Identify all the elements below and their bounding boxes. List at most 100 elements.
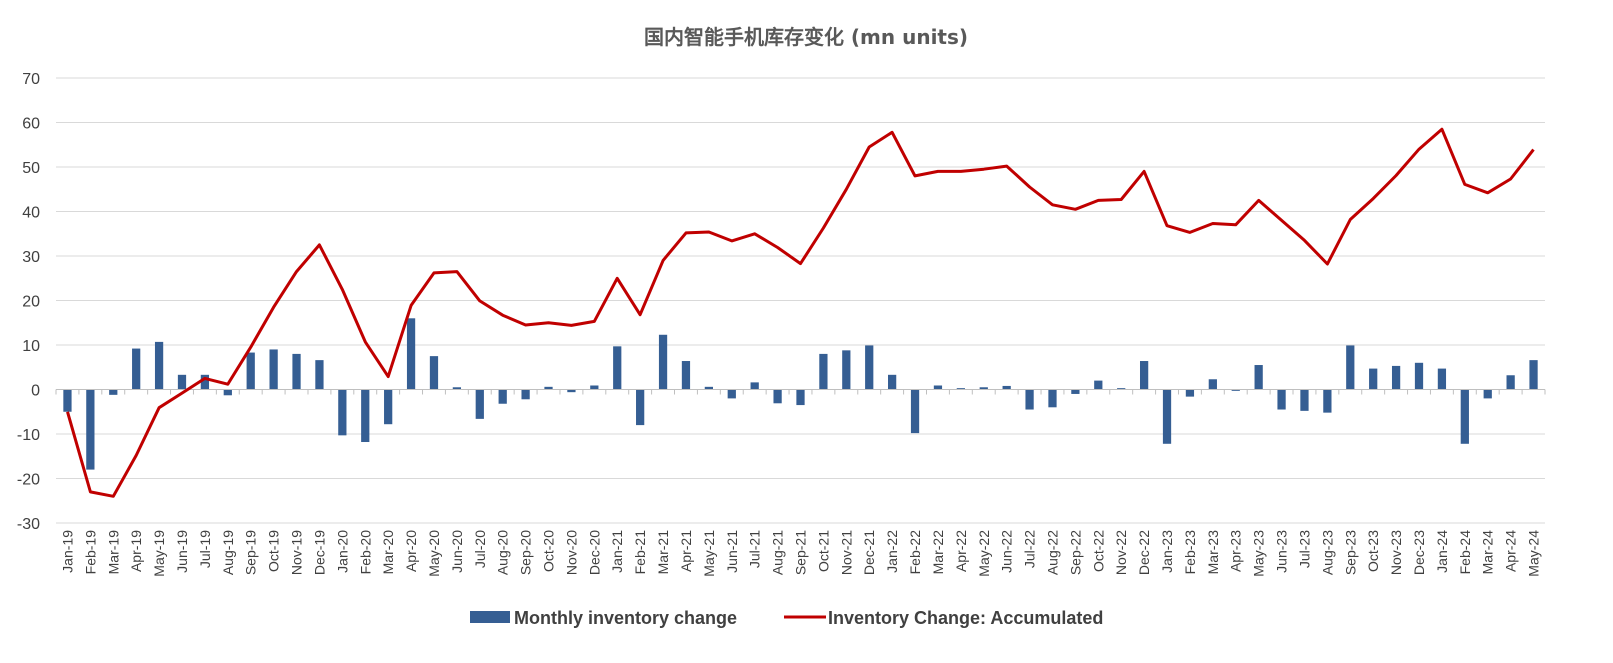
chart-title: 国内智能手机库存变化 (mn units) (644, 25, 968, 49)
x-tick-label: Nov-21 (838, 530, 854, 575)
bar (1231, 389, 1240, 391)
line-series (66, 127, 1535, 498)
accumulated-line (66, 127, 1535, 498)
bar (1208, 379, 1217, 390)
bar (521, 389, 530, 400)
x-tick-label: Dec-21 (861, 530, 877, 575)
x-tick-label: May-24 (1526, 530, 1542, 577)
y-tick-label: 70 (22, 71, 40, 88)
bar (86, 389, 95, 470)
bar (292, 353, 301, 390)
x-tick-label: Jul-22 (1022, 530, 1038, 568)
x-tick-label: Sep-20 (518, 530, 534, 575)
bar (1369, 368, 1378, 390)
bar (1071, 389, 1080, 394)
x-tick-label: Jan-21 (609, 530, 625, 573)
bar (246, 352, 255, 390)
x-tick-label: Apr-23 (1228, 530, 1244, 572)
bar (1323, 389, 1332, 413)
y-tick-label: 40 (22, 205, 40, 222)
bar (590, 385, 599, 390)
x-tick-label: Dec-20 (586, 530, 602, 575)
bar (773, 389, 782, 404)
bar (888, 374, 897, 390)
bar (910, 389, 920, 434)
bar (1025, 389, 1034, 410)
x-tick-label: Dec-23 (1411, 530, 1427, 575)
bar (956, 388, 965, 390)
x-tick-label: Mar-20 (380, 530, 396, 575)
x-axis-ticks: Jan-19 Feb-19 Mar-19 Apr-19 May-19 Jun-19 Jul-… (59, 530, 1541, 577)
x-tick-label: Jan-24 (1434, 530, 1450, 573)
x-tick-label: Jan-20 (334, 530, 350, 573)
x-tick-label: Mar-23 (1205, 530, 1221, 575)
x-tick-label: Feb-23 (1182, 530, 1198, 575)
bar (269, 349, 278, 390)
bar (1460, 389, 1469, 444)
bar (1391, 365, 1401, 390)
gridlines (56, 77, 1545, 524)
bar (1300, 389, 1309, 411)
x-tick-label: Feb-20 (357, 530, 373, 575)
legend-swatch-monthly-inventory-change (470, 611, 510, 623)
x-tick-label: Jan-19 (59, 530, 75, 573)
bar (429, 356, 439, 390)
x-tick-label: Nov-22 (1113, 530, 1129, 575)
x-tick-label: Aug-23 (1319, 530, 1335, 575)
x-tick-label: May-21 (701, 530, 717, 577)
x-tick-label: Sep-22 (1067, 530, 1083, 575)
bar (1117, 388, 1126, 390)
x-tick-label: Jun-21 (724, 530, 740, 573)
bar (1094, 380, 1103, 390)
bar (315, 360, 324, 390)
x-tick-label: Oct-21 (815, 530, 831, 572)
bar (1529, 360, 1538, 390)
bar (452, 387, 462, 390)
legend-label-monthly-inventory-change: Monthly inventory change (514, 608, 737, 628)
x-tick-label: Apr-22 (953, 530, 969, 572)
x-tick-label: Nov-23 (1388, 530, 1404, 575)
x-tick-label: Mar-24 (1480, 530, 1496, 575)
bar (819, 353, 828, 390)
x-tick-label: Aug-22 (1044, 530, 1060, 575)
bar-series (63, 318, 1538, 470)
y-tick-label: -20 (17, 472, 40, 489)
x-tick-label: Aug-20 (495, 530, 511, 575)
bar (704, 386, 713, 390)
bar (1437, 368, 1447, 390)
bar (223, 389, 232, 396)
bar (933, 385, 943, 390)
x-tick-label: Sep-19 (243, 530, 259, 575)
x-tick-label: Dec-19 (311, 530, 327, 575)
x-tick-label: Mar-21 (655, 530, 671, 575)
x-tick-label: Jul-19 (197, 530, 213, 568)
x-tick-label: Apr-20 (403, 530, 419, 572)
bar (842, 350, 851, 390)
x-tick-label: Sep-23 (1342, 530, 1358, 575)
x-tick-label: Jun-20 (449, 530, 465, 573)
bar (1048, 389, 1057, 408)
x-tick-label: Nov-20 (563, 530, 579, 575)
bar (1185, 389, 1195, 397)
x-tick-label: Oct-22 (1090, 530, 1106, 572)
bar (63, 389, 72, 412)
x-tick-label: Nov-19 (289, 530, 305, 575)
x-tick-label: Mar-22 (930, 530, 946, 575)
x-tick-label: Feb-21 (632, 530, 648, 575)
bar (109, 389, 118, 395)
bar (475, 389, 484, 419)
y-tick-label: -30 (17, 516, 40, 533)
x-tick-label: Feb-22 (907, 530, 923, 575)
y-tick-label: 10 (22, 338, 40, 355)
x-tick-label: May-19 (151, 530, 167, 577)
bar (613, 346, 622, 390)
x-tick-label: Oct-19 (266, 530, 282, 572)
bar (498, 389, 507, 404)
bar (200, 374, 210, 390)
bar (132, 348, 141, 390)
bar (1254, 365, 1263, 390)
bar (1506, 375, 1515, 390)
legend: Monthly inventory change Inventory Chang… (470, 608, 1103, 628)
bar (338, 389, 347, 436)
x-tick-label: Aug-19 (220, 530, 236, 575)
